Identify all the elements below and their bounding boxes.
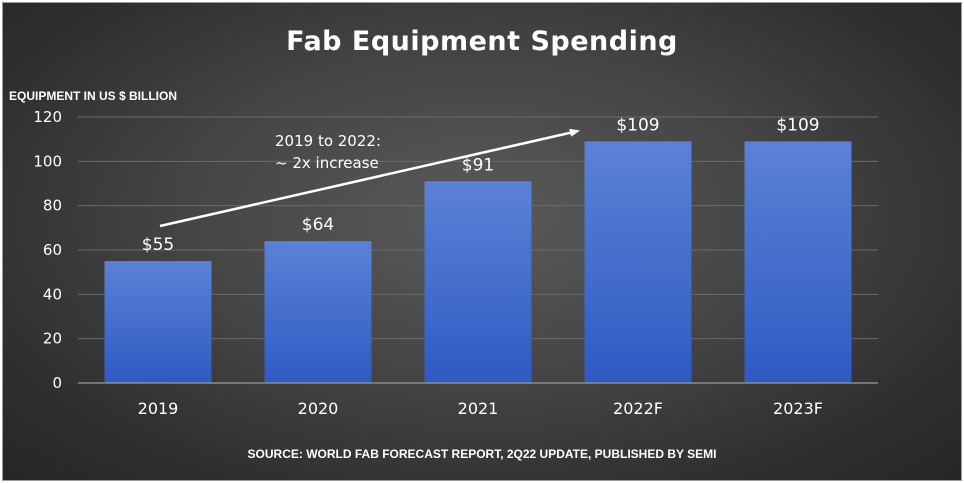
- data-label: $55: [142, 235, 174, 255]
- source-note: SOURCE: WORLD FAB FORECAST REPORT, 2Q22 …: [247, 447, 717, 461]
- data-label: $109: [616, 115, 659, 135]
- data-label: $109: [776, 115, 819, 135]
- annotation-line2: ~ 2x increase: [275, 154, 379, 172]
- y-tick-label: 0: [52, 374, 62, 392]
- y-axis-label: EQUIPMENT IN US $ BILLION: [9, 89, 178, 103]
- y-tick-label: 80: [43, 197, 62, 215]
- x-axis-ticks: 2019 2020 2021 2022F 2023F: [138, 399, 823, 418]
- bar-2023f: [744, 141, 852, 383]
- data-labels: $55 $64 $91 $109 $109: [142, 115, 820, 255]
- x-tick-label: 2023F: [773, 399, 823, 418]
- y-tick-label: 20: [43, 330, 62, 348]
- y-tick-label: 100: [33, 152, 62, 170]
- x-tick-label: 2022F: [613, 399, 663, 418]
- data-label: $91: [462, 155, 494, 175]
- y-tick-label: 60: [43, 241, 62, 259]
- annotation-line1: 2019 to 2022:: [275, 132, 381, 150]
- bar-2019: [104, 261, 212, 383]
- data-label: $64: [302, 215, 334, 235]
- x-tick-label: 2019: [138, 399, 179, 418]
- trend-arrow: [159, 128, 580, 228]
- x-tick-label: 2021: [458, 399, 499, 418]
- bar-2022f: [584, 141, 692, 383]
- y-tick-label: 120: [33, 108, 62, 126]
- y-tick-label: 40: [43, 285, 62, 303]
- bar-2021: [424, 181, 532, 383]
- bars: [104, 141, 852, 383]
- bar-2020: [264, 241, 372, 383]
- y-axis-ticks: 0 20 40 60 80 100 120: [33, 108, 62, 392]
- x-tick-label: 2020: [298, 399, 339, 418]
- chart-title: Fab Equipment Spending: [286, 26, 678, 57]
